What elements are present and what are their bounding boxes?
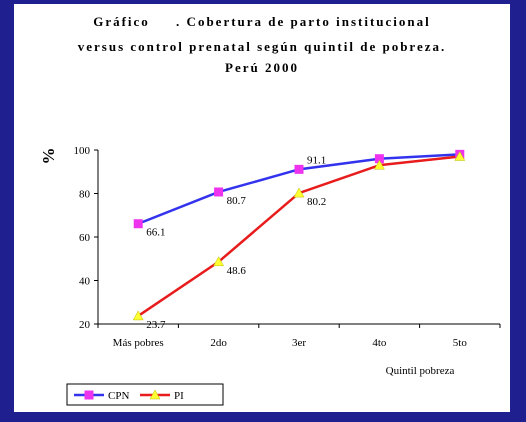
data-point-cpn <box>294 164 304 174</box>
data-point-pi <box>373 159 385 170</box>
data-point-cpn <box>214 187 224 197</box>
y-axis-label: % <box>39 148 58 165</box>
chart-title-line-1: Gráfico . Cobertura de parto institucion… <box>93 14 431 29</box>
x-tick-label: 5to <box>453 337 468 349</box>
data-label: 23.7 <box>146 319 166 331</box>
series-line-pi <box>137 155 460 317</box>
data-label: 80.2 <box>307 196 326 208</box>
legend-label-cpn: CPN <box>108 390 129 402</box>
legend-label-pi: PI <box>174 390 184 402</box>
data-label: 91.1 <box>307 154 326 166</box>
data-point-pi <box>293 187 305 198</box>
data-label: 66.1 <box>146 227 165 239</box>
x-tick-label: 4to <box>372 337 387 349</box>
data-label: 80.7 <box>227 195 247 207</box>
legend-marker-pi <box>149 389 161 400</box>
data-point-cpn <box>133 219 143 229</box>
y-tick-label: 100 <box>74 145 91 157</box>
y-tick-label: 80 <box>79 189 91 201</box>
x-tick-label: 2do <box>210 337 227 349</box>
y-tick-label: 60 <box>79 232 91 244</box>
x-tick-label: 3er <box>292 337 306 349</box>
chart-title-line-3: Perú 2000 <box>225 60 299 75</box>
data-point-pi <box>213 256 225 267</box>
x-axis-label: Quintil pobreza <box>386 365 455 377</box>
chart-title-line-2: versus control prenatal según quintil de… <box>77 39 447 54</box>
chart-frame: Gráfico . Cobertura de parto institucion… <box>14 4 510 412</box>
line-chart: % Quintil pobreza 20 40 60 80 100 Más pobres 2… <box>39 145 501 406</box>
y-tick-label: 40 <box>79 276 91 288</box>
data-label: 48.6 <box>227 265 247 277</box>
legend: CPN PI <box>66 383 224 406</box>
data-point-pi <box>454 151 466 161</box>
y-tick-label: 20 <box>79 319 91 331</box>
x-tick-label: Más pobres <box>113 337 164 349</box>
legend-marker-cpn <box>84 390 94 400</box>
data-point-pi <box>132 310 144 321</box>
